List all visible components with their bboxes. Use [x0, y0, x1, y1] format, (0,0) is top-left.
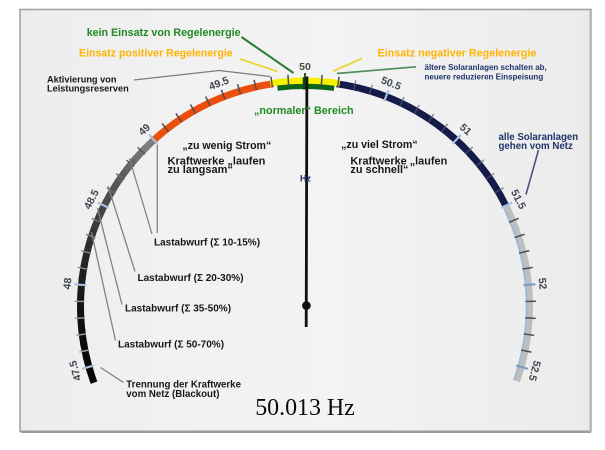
- svg-text:Lastabwurf (Σ 10-15%): Lastabwurf (Σ 10-15%): [154, 238, 260, 249]
- svg-text:vom Netz (Blackout): vom Netz (Blackout): [126, 389, 219, 400]
- svg-text:Lastabwurf (Σ 50-70%): Lastabwurf (Σ 50-70%): [118, 339, 224, 350]
- svg-text:„normaler“ Bereich: „normaler“ Bereich: [254, 105, 354, 117]
- svg-text:zu schnell“: zu schnell“: [350, 164, 408, 176]
- svg-text:48: 48: [61, 277, 74, 290]
- svg-text:Hz: Hz: [300, 173, 311, 183]
- svg-text:Lastabwurf (Σ 20-30%): Lastabwurf (Σ 20-30%): [138, 273, 244, 284]
- svg-text:zu langsam“: zu langsam“: [168, 164, 233, 176]
- svg-text:52: 52: [536, 277, 549, 290]
- svg-text:50.013 Hz: 50.013 Hz: [255, 395, 355, 421]
- svg-text:Einsatz negativer Regelenergie: Einsatz negativer Regelenergie: [378, 47, 537, 59]
- svg-text:„zu wenig Strom“: „zu wenig Strom“: [182, 140, 271, 152]
- svg-text:Leistungsreserven: Leistungsreserven: [47, 84, 129, 94]
- svg-text:Einsatz positiver Regelenergie: Einsatz positiver Regelenergie: [79, 47, 233, 59]
- svg-text:ältere Solaranlagen schalten a: ältere Solaranlagen schalten ab,: [425, 63, 547, 72]
- svg-text:„zu viel Strom“: „zu viel Strom“: [341, 139, 418, 151]
- svg-text:kein Einsatz von Regelenergie: kein Einsatz von Regelenergie: [87, 27, 241, 39]
- svg-text:Lastabwurf (Σ 35-50%): Lastabwurf (Σ 35-50%): [125, 304, 231, 315]
- svg-text:neuere reduzieren Einspeisung: neuere reduzieren Einspeisung: [425, 73, 544, 82]
- svg-text:50: 50: [299, 61, 311, 73]
- svg-text:gehen vom Netz: gehen vom Netz: [499, 141, 573, 152]
